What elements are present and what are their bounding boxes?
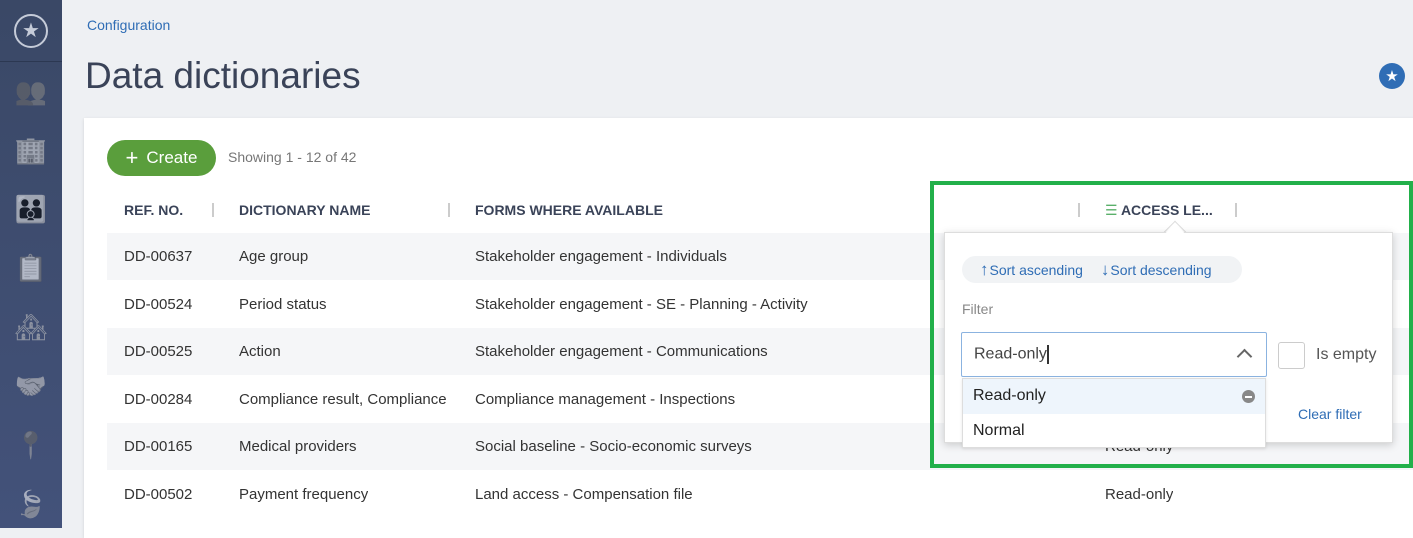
table-cell: Compliance management - Inspections bbox=[475, 390, 736, 408]
table-cell: Stakeholder engagement - Communications bbox=[475, 343, 768, 360]
create-label: Create bbox=[146, 148, 198, 167]
table-cell: Medical providers bbox=[239, 438, 357, 455]
map-pin-icon: 📍 bbox=[14, 430, 48, 460]
sort-ascending-button[interactable]: ↑ Sort ascending bbox=[962, 260, 1083, 280]
filter-options-dropdown: Read-only Normal bbox=[962, 378, 1266, 448]
column-resize-handle[interactable] bbox=[1078, 203, 1080, 217]
houses-icon: 🏘 bbox=[14, 312, 48, 342]
deselect-minus-icon[interactable] bbox=[1242, 390, 1255, 403]
table-cell: DD-00165 bbox=[124, 438, 193, 455]
table-cell: DD-00525 bbox=[124, 343, 193, 360]
sort-button-group: ↑ Sort ascending ↓ Sort descending bbox=[962, 256, 1242, 283]
table-cell: Social baseline - Socio-economic surveys bbox=[475, 438, 752, 455]
column-header-forms[interactable]: FORMS WHERE AVAILABLE bbox=[475, 202, 663, 218]
sidebar-item-buildings[interactable]: 🏢 bbox=[0, 121, 62, 180]
text-cursor bbox=[1046, 345, 1049, 364]
clear-filter-link[interactable]: Clear filter bbox=[1298, 406, 1362, 422]
table-row[interactable]: DD-00502 Payment frequency Land access - C… bbox=[107, 471, 1413, 518]
star-icon: ★ bbox=[1385, 68, 1399, 85]
column-header-access-level[interactable]: ☰ ACCESS LE... bbox=[1105, 202, 1213, 219]
checklist-icon: 📋 bbox=[14, 253, 48, 283]
filter-sliders-icon: ☰ bbox=[1105, 202, 1118, 218]
access-level-label: ACCESS LE... bbox=[1120, 202, 1213, 218]
showing-count: Showing 1 - 12 of 42 bbox=[228, 149, 357, 165]
sidebar-item-environment[interactable]: 🍃 bbox=[0, 475, 62, 534]
sidebar-item-favorites[interactable]: ★ bbox=[0, 0, 62, 62]
column-resize-handle[interactable] bbox=[448, 203, 450, 217]
table-cell: Age group bbox=[239, 248, 309, 265]
filter-value: Read-only bbox=[974, 345, 1047, 363]
table-cell: Read-only bbox=[1105, 485, 1174, 503]
table-cell: DD-00637 bbox=[124, 248, 193, 265]
page-title: Data dictionaries bbox=[85, 55, 361, 96]
option-label: Read-only bbox=[973, 387, 1046, 404]
plus-icon: + bbox=[125, 145, 139, 170]
sidebar-item-stakeholders[interactable]: 👥 bbox=[0, 62, 62, 121]
table-cell: Compliance result, Compliance bbox=[239, 390, 447, 408]
option-normal[interactable]: Normal bbox=[963, 414, 1265, 449]
highlight-box bbox=[930, 181, 1413, 468]
table-cell: DD-00284 bbox=[124, 390, 193, 408]
filter-label: Filter bbox=[962, 301, 994, 317]
sidebar: ★ 👥 🏢 👪 📋 🏘 🤝 📍 🍃 bbox=[0, 0, 62, 528]
option-label: Normal bbox=[973, 422, 1025, 439]
column-header-dictionary-name[interactable]: DICTIONARY NAME bbox=[239, 202, 371, 218]
arrow-up-icon: ↑ bbox=[980, 259, 989, 279]
sort-ascending-label: Sort ascending bbox=[989, 261, 1083, 278]
table-cell: Action bbox=[239, 343, 281, 360]
table-cell: Stakeholder engagement - Individuals bbox=[475, 248, 727, 265]
column-resize-handle[interactable] bbox=[1235, 203, 1237, 217]
family-icon: 👪 bbox=[14, 194, 48, 224]
favorites-star-icon: ★ bbox=[14, 13, 48, 48]
is-empty-label: Is empty bbox=[1316, 346, 1377, 363]
table-cell: DD-00524 bbox=[124, 295, 193, 313]
sidebar-item-family[interactable]: 👪 bbox=[0, 180, 62, 239]
arrow-down-icon: ↓ bbox=[1100, 259, 1110, 279]
sort-descending-button[interactable]: ↓ Sort descending bbox=[1083, 260, 1212, 280]
environment-icon: 🍃 bbox=[14, 489, 48, 519]
is-empty-checkbox[interactable] bbox=[1278, 342, 1305, 369]
sidebar-item-checklist[interactable]: 📋 bbox=[0, 239, 62, 298]
filter-combobox-input[interactable]: Read-only bbox=[961, 332, 1267, 377]
favorite-star-button[interactable]: ★ bbox=[1379, 63, 1405, 89]
sidebar-item-houses[interactable]: 🏘 bbox=[0, 298, 62, 357]
table-cell: Land access - Compensation file bbox=[475, 485, 693, 503]
table-cell: DD-00502 bbox=[124, 485, 193, 503]
stakeholders-icon: 👥 bbox=[14, 76, 48, 106]
buildings-tree-icon: 🏢 bbox=[14, 135, 48, 165]
sort-descending-label: Sort descending bbox=[1110, 261, 1212, 278]
table-cell: Period status bbox=[239, 295, 327, 313]
breadcrumb[interactable]: Configuration bbox=[87, 17, 171, 33]
table-cell: Stakeholder engagement - SE - Planning -… bbox=[475, 295, 808, 313]
table-cell: Payment frequency bbox=[239, 485, 369, 503]
sidebar-item-handshake[interactable]: 🤝 bbox=[0, 357, 62, 416]
sidebar-item-map[interactable]: 📍 bbox=[0, 416, 62, 475]
column-resize-handle[interactable] bbox=[212, 203, 214, 217]
table-row[interactable]: DD-00524 Period status Stakeholder engagem… bbox=[107, 281, 1413, 328]
handshake-icon: 🤝 bbox=[14, 371, 48, 401]
option-read-only[interactable]: Read-only bbox=[963, 379, 1265, 414]
column-header-ref-no[interactable]: REF. NO. bbox=[124, 202, 184, 218]
table-row[interactable]: DD-00284 Compliance result, Compliance Com… bbox=[107, 376, 1413, 423]
create-button[interactable]: + Create bbox=[107, 140, 216, 176]
